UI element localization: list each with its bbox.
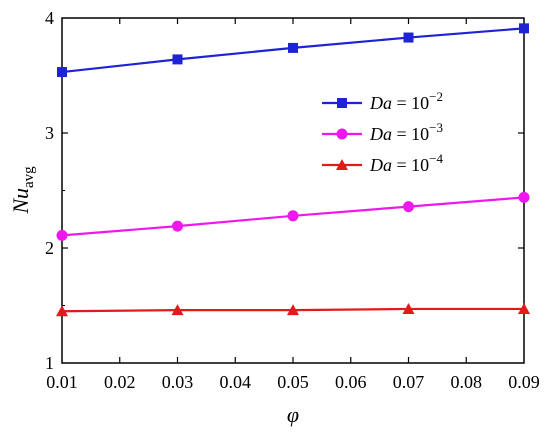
y-axis-label-sub: avg <box>21 166 37 188</box>
y-axis-ticks: 1 2 3 4 <box>45 8 524 373</box>
legend: Da = 10−2Da = 10−3Da = 10−4 <box>322 89 443 175</box>
legend-item: Da = 10−3 <box>322 120 443 144</box>
series-group <box>56 23 530 317</box>
x-axis-label: φ <box>287 402 299 427</box>
x-tick-label: 0.07 <box>393 372 425 392</box>
data-point <box>519 23 529 34</box>
y-axis-label: Nuavg <box>8 166 37 215</box>
x-tick-label: 0.06 <box>335 372 367 392</box>
legend-marker <box>336 128 348 140</box>
data-point <box>403 201 414 213</box>
series-2 <box>56 191 530 241</box>
x-tick-label: 0.04 <box>220 372 252 392</box>
x-tick-label: 0.03 <box>162 372 194 392</box>
data-point <box>403 32 414 43</box>
series-1 <box>57 23 529 78</box>
data-point <box>518 191 530 203</box>
legend-label: Da = 10−2 <box>369 89 443 113</box>
legend-label-exponent: −3 <box>429 120 443 135</box>
x-tick-label: 0.08 <box>451 372 483 392</box>
legend-label-rest: = 10 <box>392 124 429 144</box>
y-tick-label: 2 <box>45 238 54 258</box>
x-tick-label: 0.01 <box>46 372 78 392</box>
data-point <box>172 220 183 232</box>
x-axis-ticks: 0.01 0.02 0.03 0.04 0.05 0.06 0.07 0.08 0.09 <box>46 18 540 392</box>
y-tick-label: 4 <box>45 8 54 28</box>
series-3 <box>56 302 530 317</box>
data-point <box>56 229 68 241</box>
legend-item: Da = 10−2 <box>322 89 443 113</box>
x-tick-label: 0.05 <box>277 372 309 392</box>
legend-marker <box>336 159 348 170</box>
legend-label-italic: Da <box>369 93 392 113</box>
data-point <box>56 305 68 317</box>
data-point <box>57 67 67 78</box>
data-point <box>402 302 415 314</box>
legend-label-italic: Da <box>369 155 392 175</box>
legend-item: Da = 10−4 <box>322 151 443 175</box>
data-point <box>287 304 299 316</box>
y-tick-label: 1 <box>45 353 54 373</box>
legend-label-rest: = 10 <box>392 93 429 113</box>
legend-label: Da = 10−3 <box>369 120 443 144</box>
legend-label: Da = 10−4 <box>369 151 443 175</box>
legend-label-italic: Da <box>369 124 392 144</box>
legend-label-exponent: −2 <box>429 89 443 104</box>
legend-label-exponent: −4 <box>429 151 443 166</box>
data-point <box>172 54 183 65</box>
data-point <box>287 210 299 222</box>
data-point <box>171 304 184 316</box>
x-tick-label: 0.09 <box>508 372 540 392</box>
y-axis-label-main: Nu <box>8 188 33 215</box>
legend-marker <box>337 98 347 108</box>
x-tick-label: 0.02 <box>104 372 136 392</box>
y-tick-label: 3 <box>45 123 54 143</box>
legend-label-rest: = 10 <box>392 155 429 175</box>
data-point <box>518 302 530 314</box>
data-point <box>288 42 298 53</box>
